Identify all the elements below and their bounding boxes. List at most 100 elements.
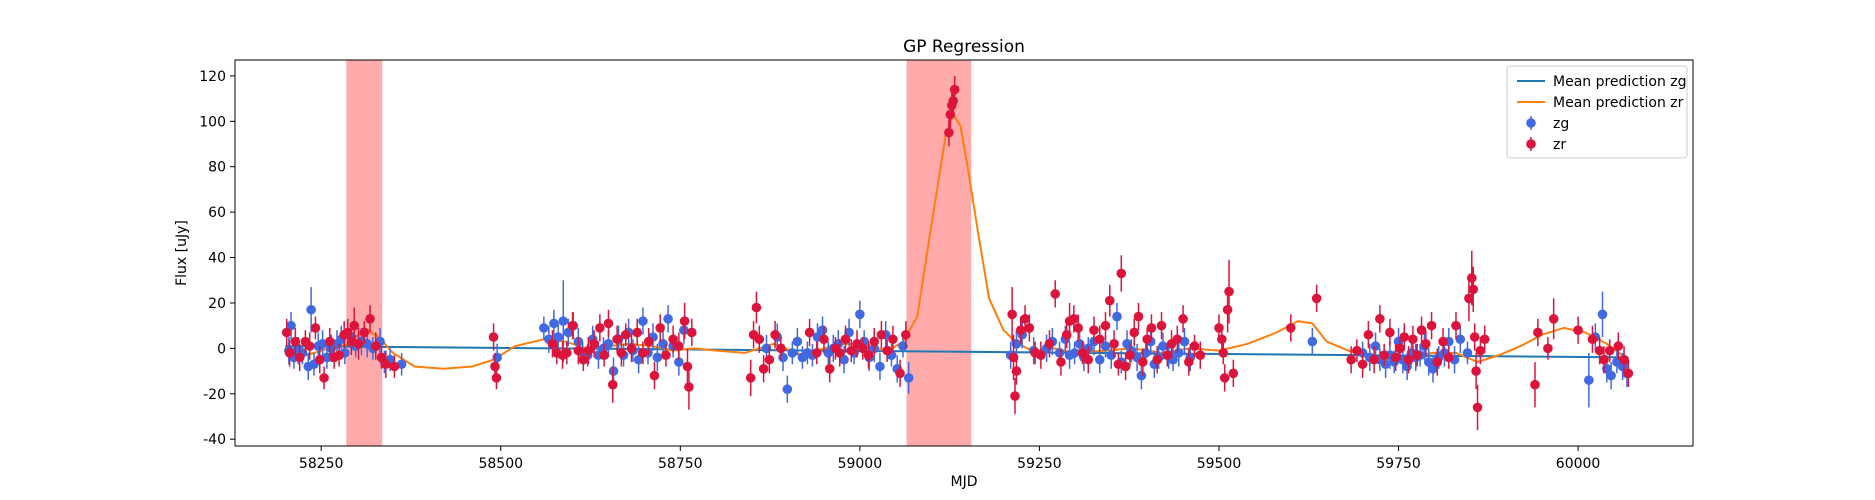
point-zr <box>1548 298 1559 340</box>
point-zr <box>1466 250 1477 306</box>
point-zr <box>381 350 391 378</box>
point-zr <box>319 366 329 390</box>
point-zr <box>682 348 693 385</box>
point-zr <box>603 309 614 338</box>
point-zr <box>567 312 578 340</box>
point-zr <box>1120 352 1131 381</box>
point-zr <box>314 346 325 374</box>
svg-text:zr: zr <box>1553 137 1566 153</box>
point-zr <box>1613 332 1624 360</box>
point-zr <box>562 341 572 365</box>
x-axis-label: MJD <box>951 474 978 490</box>
point-zr <box>1044 330 1055 358</box>
point-zr <box>294 343 305 372</box>
x-tick-label: 58750 <box>658 456 703 472</box>
point-zr <box>1109 330 1119 358</box>
legend-entry-zr: zr <box>1526 137 1566 153</box>
point-zr <box>1083 346 1094 374</box>
data-points <box>281 75 1634 431</box>
point-zr <box>1346 346 1356 374</box>
point-zr <box>846 339 857 362</box>
point-zr <box>776 337 786 360</box>
point-zr <box>1469 323 1480 351</box>
legend: Mean prediction zg Mean prediction zr zg zr <box>1506 65 1688 159</box>
point-zr <box>583 337 594 365</box>
point-zr <box>1116 255 1127 292</box>
point-zr <box>1184 348 1194 376</box>
point-zr <box>1224 259 1234 324</box>
point-zg <box>839 346 849 374</box>
point-zr <box>1399 323 1410 351</box>
point-zr <box>1172 325 1183 353</box>
point-zr <box>310 316 321 340</box>
point-zr <box>1623 359 1634 387</box>
point-zr <box>616 339 627 367</box>
point-zr <box>857 337 868 360</box>
y-tick-label: -40 <box>203 432 226 448</box>
point-zr <box>668 325 678 353</box>
point-zr <box>1311 284 1322 313</box>
point-zr <box>1403 346 1414 374</box>
point-zr <box>1573 316 1583 344</box>
point-zg <box>1112 302 1122 331</box>
point-zr <box>595 314 605 342</box>
point-zr <box>290 327 301 356</box>
point-zr <box>1426 312 1437 340</box>
point-zr <box>1468 266 1479 313</box>
point-zr <box>876 321 887 349</box>
point-zr <box>882 339 892 362</box>
point-zr <box>1357 350 1368 378</box>
point-zg <box>1423 348 1434 376</box>
axes-frame <box>234 59 1694 447</box>
point-zr <box>1094 325 1105 353</box>
point-zr <box>1412 343 1423 367</box>
point-zr <box>1133 302 1144 331</box>
point-zg <box>563 318 574 347</box>
x-tick-label: 58250 <box>299 456 344 472</box>
point-zr <box>589 330 599 358</box>
point-zr <box>764 346 775 374</box>
point-zg <box>306 287 316 333</box>
axes: 58250 58500 58750 59000 59250 59500 59750 60000… <box>199 59 1694 472</box>
point-zr <box>1451 312 1461 340</box>
x-tick-label: 59500 <box>1197 456 1242 472</box>
point-zr <box>649 361 660 390</box>
point-zg <box>633 346 644 374</box>
point-zr <box>1438 327 1448 356</box>
point-zr <box>1352 339 1362 362</box>
point-zr <box>626 334 637 362</box>
point-zg <box>663 305 673 333</box>
point-zg <box>875 352 885 381</box>
legend-entry-zg: zg <box>1526 116 1569 132</box>
point-zr <box>1599 346 1609 374</box>
point-zr <box>389 355 400 378</box>
point-zr <box>1056 348 1066 376</box>
point-zr <box>1475 337 1486 365</box>
point-zr <box>944 119 954 147</box>
point-zr <box>1619 346 1629 374</box>
point-zr <box>1036 341 1046 369</box>
point-zr <box>620 323 631 347</box>
point-zr <box>1285 314 1296 342</box>
y-tick-label: 0 <box>217 341 226 357</box>
point-zg <box>903 361 914 394</box>
point-zr <box>304 332 315 360</box>
point-zr <box>888 325 898 353</box>
point-zr <box>573 337 584 365</box>
point-zr <box>824 355 835 383</box>
point-zg <box>1307 327 1318 356</box>
shaded-region-1 <box>346 60 383 446</box>
point-zr <box>949 75 960 104</box>
point-zr <box>1432 348 1443 376</box>
point-zr <box>1152 346 1163 374</box>
point-zr <box>284 339 295 367</box>
point-zr <box>1162 343 1173 367</box>
point-zr <box>674 332 684 360</box>
point-zr <box>679 302 690 340</box>
y-tick-label: 20 <box>208 296 226 312</box>
point-zr <box>1195 341 1206 369</box>
point-zr <box>1219 364 1230 392</box>
point-zr <box>1178 305 1188 333</box>
point-zr <box>1375 305 1385 333</box>
point-zr <box>1146 314 1157 342</box>
